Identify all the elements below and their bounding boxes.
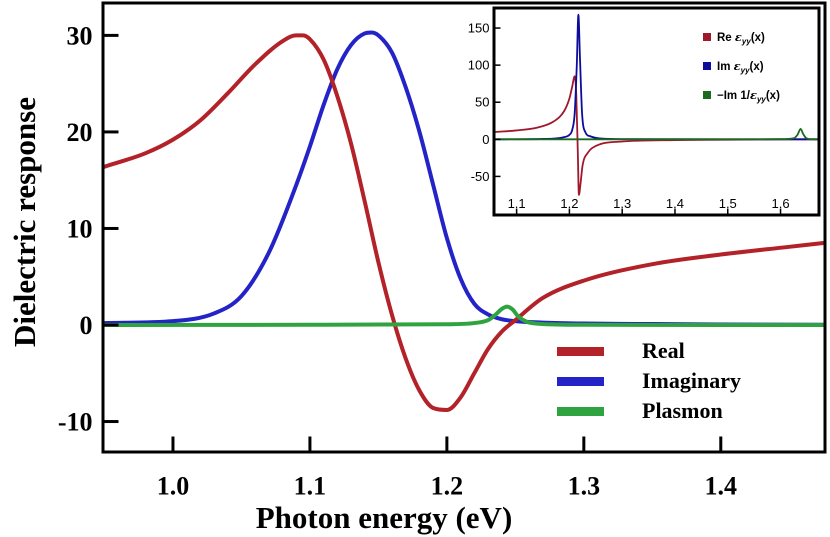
main-legend-label: Plasmon	[642, 398, 723, 423]
main-y-tick-label: -10	[58, 408, 93, 437]
inset-x-tick-label: 1.2	[560, 196, 578, 211]
inset-y-tick-label: -50	[471, 169, 490, 184]
main-y-tick-label: 10	[67, 214, 93, 243]
main-series-line-3	[104, 304, 824, 327]
inset-frame	[492, 6, 821, 217]
inset-x-tick-label: 1.3	[613, 196, 631, 211]
main-ticks-group: 1.0 1.1 1.2 1.3 1.4 -10 0 10 20 30	[58, 21, 737, 500]
inset-y-tick-label: 0	[482, 132, 489, 147]
y-axis-title: Dielectric response	[7, 97, 42, 347]
inset-series-group	[495, 13, 818, 196]
main-x-tick-label: 1.4	[705, 472, 738, 501]
inset-x-tick-label: 1.4	[666, 196, 684, 211]
main-legend-swatch	[557, 377, 604, 386]
main-x-tick-label: 1.0	[157, 472, 190, 501]
main-y-tick-label: 0	[80, 311, 93, 340]
main-legend-label: Imaginary	[642, 368, 741, 393]
main-legend-swatch	[557, 347, 604, 356]
inset-x-tick-label: 1.6	[772, 196, 790, 211]
inset-legend-swatch	[703, 33, 711, 41]
inset-x-tick-label: 1.5	[719, 196, 737, 211]
main-legend: Real Imaginary Plasmon	[557, 338, 741, 423]
inset-legend-label: Im εyy(x)	[717, 59, 764, 75]
main-y-tick-label: 30	[67, 21, 93, 50]
main-legend-swatch	[557, 407, 604, 416]
main-x-tick-label: 1.1	[294, 472, 327, 501]
inset-legend: Re εyy(x) Im εyy(x) −Im 1/εyy(x)	[703, 30, 780, 104]
inset-legend-label: Re εyy(x)	[717, 30, 765, 46]
main-legend-label: Real	[642, 338, 685, 363]
inset-y-tick-label: 100	[468, 58, 490, 73]
inset-legend-swatch	[703, 91, 711, 99]
x-axis-title: Photon energy (eV)	[256, 500, 513, 535]
inset-legend-label: −Im 1/εyy(x)	[717, 88, 780, 104]
main-x-tick-label: 1.3	[568, 472, 601, 501]
main-y-tick-label: 20	[67, 118, 93, 147]
inset-legend-swatch	[703, 62, 711, 70]
main-x-tick-label: 1.2	[431, 472, 464, 501]
inset-y-tick-label: 50	[475, 95, 489, 110]
inset-ticks-group: 1.1 1.2 1.3 1.4 1.5 1.6 -50 0 50 100 150	[468, 21, 790, 214]
inset-series-line-3	[495, 128, 818, 141]
inset-x-tick-label: 1.1	[508, 196, 526, 211]
main-series-group	[104, 30, 824, 412]
inset-y-tick-label: 150	[468, 21, 490, 36]
main-series-line-1	[104, 33, 824, 412]
